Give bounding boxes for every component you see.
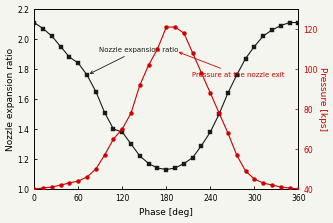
Y-axis label: Nozzle expansion ratio: Nozzle expansion ratio (6, 47, 15, 151)
Y-axis label: Pressure [kps]: Pressure [kps] (318, 67, 327, 131)
X-axis label: Phase [deg]: Phase [deg] (139, 209, 193, 217)
Text: Nozzle expansion ratio: Nozzle expansion ratio (90, 47, 178, 73)
Text: Pressure at the nozzle exit: Pressure at the nozzle exit (179, 52, 284, 78)
